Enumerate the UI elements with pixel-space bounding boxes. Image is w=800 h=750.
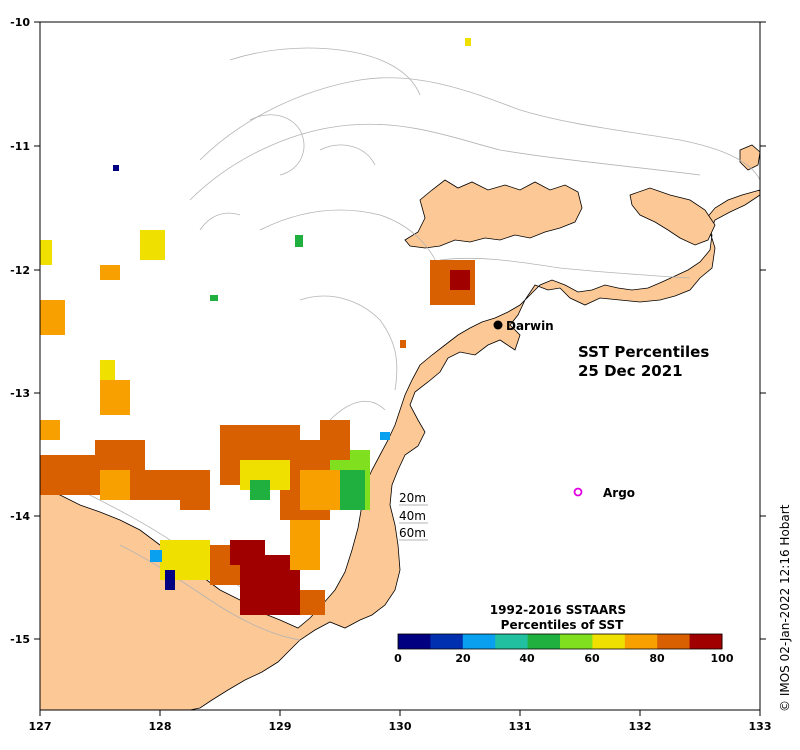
colorbar-swatch <box>430 634 464 649</box>
lat-tick-15: -15 <box>10 633 30 646</box>
depth-60m: 60m <box>399 526 426 540</box>
colorbar-swatch <box>657 634 691 649</box>
colorbar-tick-80: 80 <box>649 652 665 665</box>
bathymetry-contours <box>59 47 761 641</box>
lon-tick-127: 127 <box>29 720 52 733</box>
map-title-line2: 25 Dec 2021 <box>578 362 683 380</box>
axis-ticks <box>34 21 766 716</box>
lon-tick-131: 131 <box>509 720 532 733</box>
colorbar-swatch <box>398 634 431 649</box>
depth-20m: 20m <box>399 491 426 505</box>
colorbar-tick-20: 20 <box>455 652 471 665</box>
colorbar-title-2: Percentiles of SST <box>501 618 624 632</box>
lon-tick-133: 133 <box>749 720 772 733</box>
depth-legend: 20m 40m 60m <box>399 491 428 541</box>
colorbar-swatch <box>495 634 529 649</box>
melville-island <box>404 179 583 249</box>
argo-label: Argo <box>603 486 635 500</box>
colorbar-swatch <box>592 634 626 649</box>
colorbar-swatch <box>560 634 593 649</box>
darwin-label: Darwin <box>506 319 554 333</box>
colorbar: 1992-2016 SSTAARS Percentiles of SST 0 2… <box>394 603 734 665</box>
darwin-marker <box>493 320 503 330</box>
lon-tick-128: 128 <box>149 720 172 733</box>
colorbar-tick-40: 40 <box>519 652 535 665</box>
colorbar-swatch <box>689 634 723 649</box>
lat-tick-13: -13 <box>10 387 30 400</box>
bathurst-island <box>629 187 716 246</box>
colorbar-tick-100: 100 <box>711 652 734 665</box>
map-title: SST Percentiles 25 Dec 2021 <box>578 343 709 381</box>
lat-tick-12: -12 <box>10 264 30 277</box>
lat-tick-10: -10 <box>10 16 30 29</box>
map-title-line1: SST Percentiles <box>578 343 710 361</box>
colorbar-swatch <box>527 634 561 649</box>
lon-tick-132: 132 <box>629 720 652 733</box>
colorbar-swatch <box>462 634 496 649</box>
imos-credit: © IMOS 02-Jan-2022 12:16 Hobart <box>778 504 792 712</box>
colorbar-swatch <box>624 634 658 649</box>
argo-marker <box>573 487 583 497</box>
colorbar-tick-60: 60 <box>584 652 600 665</box>
colorbar-tick-0: 0 <box>394 652 402 665</box>
sst-data-layer <box>40 38 475 615</box>
lon-tick-130: 130 <box>389 720 412 733</box>
depth-40m: 40m <box>399 509 426 523</box>
colorbar-title-1: 1992-2016 SSTAARS <box>490 603 626 617</box>
lon-tick-129: 129 <box>269 720 292 733</box>
lat-tick-14: -14 <box>10 510 30 523</box>
lat-tick-11: -11 <box>10 140 30 153</box>
